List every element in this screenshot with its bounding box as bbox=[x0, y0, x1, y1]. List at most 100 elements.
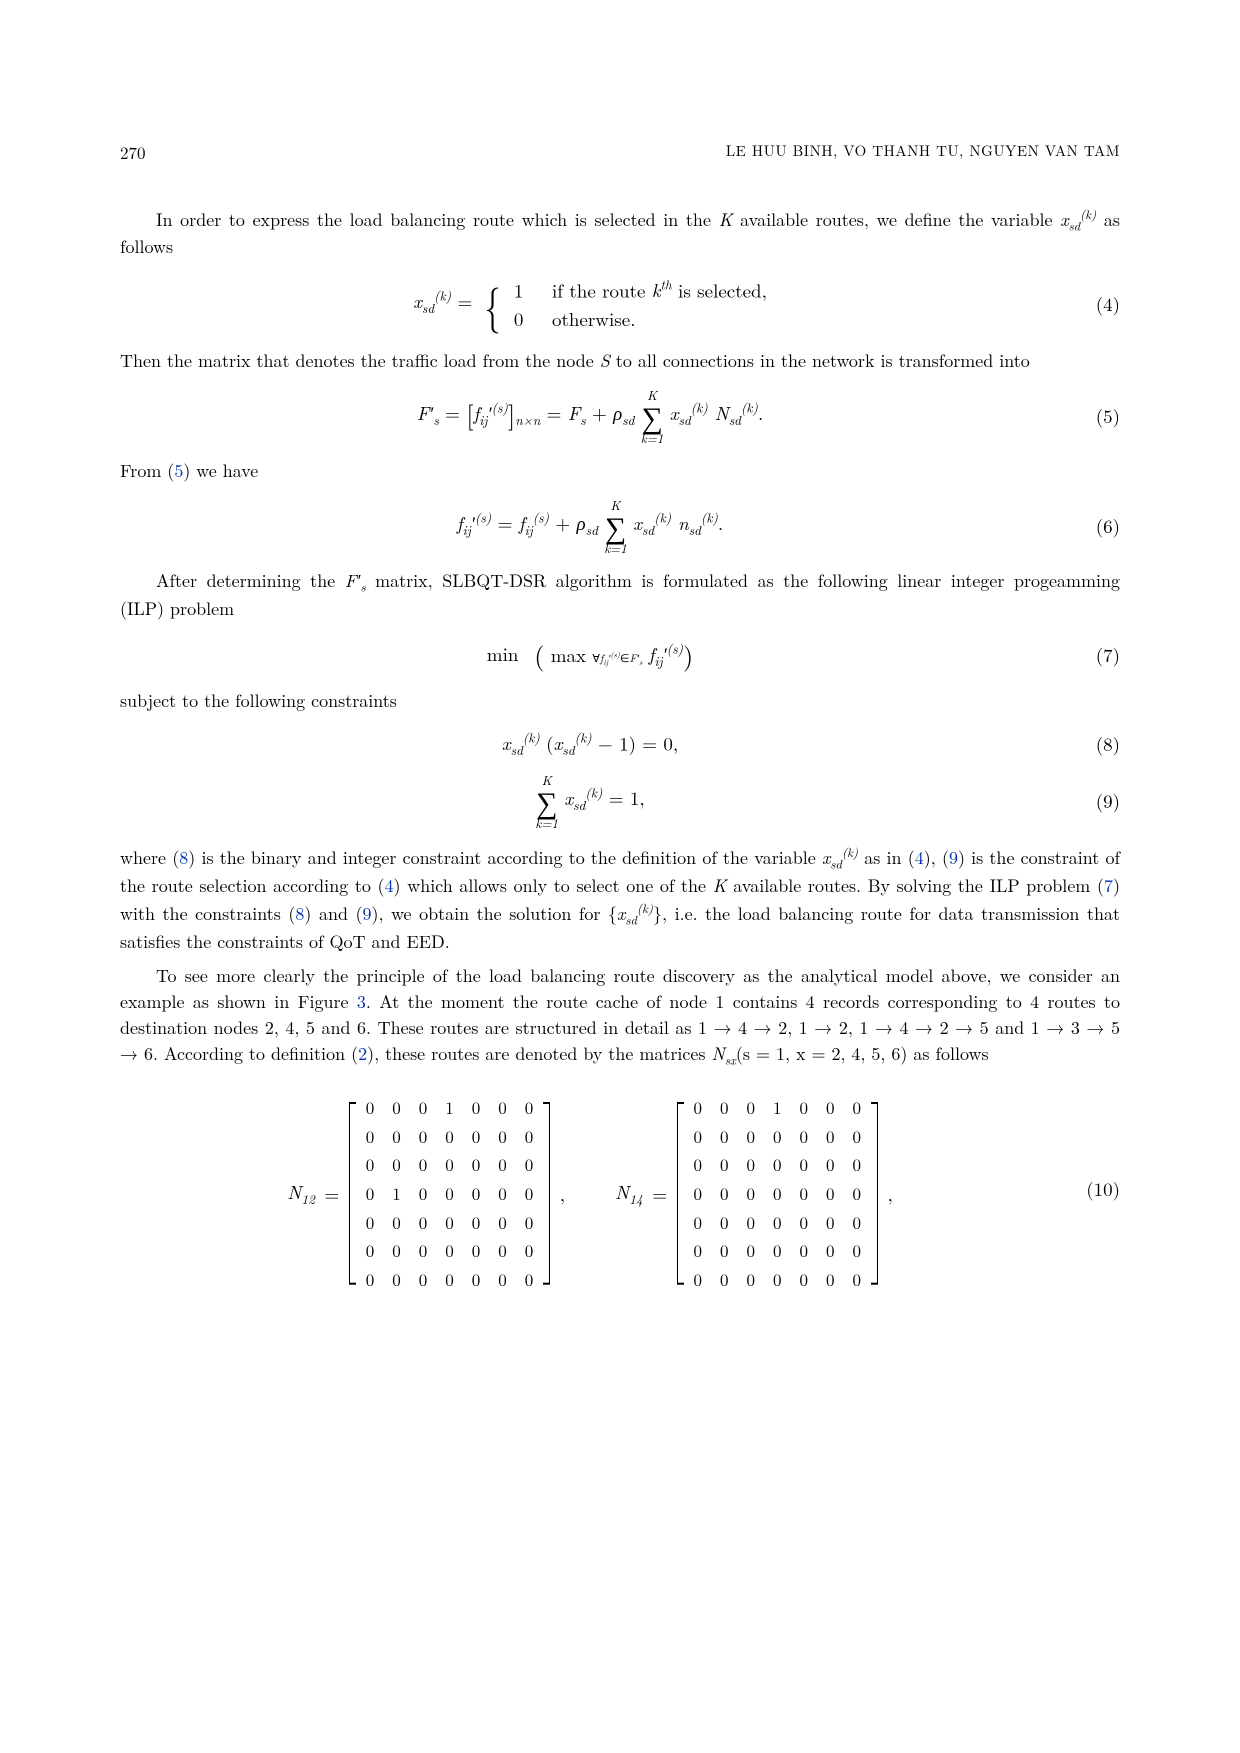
matrix-cell: 0 bbox=[489, 1150, 516, 1179]
matrix-cell: 0 bbox=[357, 1236, 384, 1265]
text: is selected, bbox=[672, 276, 767, 303]
matrix-cell: 0 bbox=[844, 1265, 871, 1294]
mat-label: N bbox=[615, 1178, 629, 1205]
matrix-cell: 1 bbox=[383, 1179, 410, 1208]
matrix-cell: 0 bbox=[738, 1179, 765, 1208]
equation-9-body: K∑k=1 xsd(k) = 1, bbox=[120, 773, 1060, 829]
matrix-cell: 0 bbox=[817, 1265, 844, 1294]
matrix-cell: 0 bbox=[791, 1093, 818, 1122]
matrix-cell: 0 bbox=[817, 1122, 844, 1151]
equation-6-body: fij′(s) = fij(s) + ρsd K∑k=1 xsd(k) nsd(… bbox=[120, 498, 1060, 554]
matrix-cell: 0 bbox=[764, 1265, 791, 1294]
paragraph-6: where (8) is the binary and integer cons… bbox=[120, 843, 1120, 955]
text: ), we obtain the solution for bbox=[372, 901, 608, 926]
matrix-cell: 0 bbox=[410, 1236, 437, 1265]
authors-header: LE HUU BINH, VO THANH TU, NGUYEN VAN TAM bbox=[726, 140, 1120, 165]
matrix-cell: 0 bbox=[685, 1093, 712, 1122]
matrix-cell: 0 bbox=[436, 1208, 463, 1237]
text: as follows bbox=[907, 1041, 988, 1066]
equation-number-5: (5) bbox=[1060, 402, 1120, 430]
matrix-cell: 0 bbox=[410, 1208, 437, 1237]
matrix-cell: 0 bbox=[436, 1122, 463, 1151]
text: otherwise. bbox=[552, 305, 636, 332]
equation-9: K∑k=1 xsd(k) = 1, (9) bbox=[120, 773, 1120, 829]
matrix-cell: 1 bbox=[436, 1093, 463, 1122]
matrix-cell: 0 bbox=[791, 1236, 818, 1265]
paragraph-1: In order to express the load balancing r… bbox=[120, 205, 1120, 261]
matrix-cell: 0 bbox=[516, 1265, 543, 1294]
equation-8: xsd(k) (xsd(k) − 1) = 0, (8) bbox=[120, 728, 1120, 759]
matrix-cell: 0 bbox=[436, 1179, 463, 1208]
matrix-cell: 0 bbox=[738, 1150, 765, 1179]
ref-2[interactable]: 2 bbox=[358, 1041, 367, 1066]
matrix-cell: 0 bbox=[711, 1265, 738, 1294]
matrix-cell: 0 bbox=[516, 1122, 543, 1151]
matrix-cell: 0 bbox=[357, 1265, 384, 1294]
equation-number-8: (8) bbox=[1060, 730, 1120, 758]
matrix-cell: 0 bbox=[489, 1208, 516, 1237]
text: ), ( bbox=[924, 845, 949, 870]
matrix-cell: 0 bbox=[357, 1208, 384, 1237]
matrix-cell: 0 bbox=[817, 1179, 844, 1208]
equation-number-6: (6) bbox=[1060, 512, 1120, 540]
matrix-cell: 0 bbox=[357, 1150, 384, 1179]
page-number: 270 bbox=[120, 140, 146, 165]
text: if the route bbox=[552, 276, 652, 303]
page: 270 LE HUU BINH, VO THANH TU, NGUYEN VAN… bbox=[0, 0, 1240, 1753]
ref-8[interactable]: 8 bbox=[179, 845, 188, 870]
matrix-cell: 0 bbox=[410, 1122, 437, 1151]
matrix-cell: 0 bbox=[844, 1236, 871, 1265]
equation-7: min ( max ∀fij′(s)∈F′s fij′(s)) (7) bbox=[120, 636, 1120, 674]
matrix-cell: 0 bbox=[764, 1208, 791, 1237]
ref-5[interactable]: 5 bbox=[174, 458, 183, 483]
ref-7[interactable]: 7 bbox=[1104, 873, 1113, 898]
matrix-cell: 0 bbox=[711, 1179, 738, 1208]
mat-sub: 12 bbox=[301, 1189, 315, 1208]
equation-10: N12 = 0001000000000000000000100000000000… bbox=[120, 1083, 1120, 1293]
matrix-cell: 0 bbox=[685, 1236, 712, 1265]
ref-9b[interactable]: 9 bbox=[363, 901, 372, 926]
equation-5: F′s = [fij′(s)]n×n = Fs + ρsd K∑k=1 xsd(… bbox=[120, 388, 1120, 444]
matrix-cell: 0 bbox=[738, 1208, 765, 1237]
text: available routes, we define the variable bbox=[732, 207, 1060, 232]
matrix-cell: 0 bbox=[410, 1179, 437, 1208]
equation-4: xsd(k) = { 1 if the route kth is selecte… bbox=[120, 275, 1120, 334]
text: ), these routes are denoted by the matri… bbox=[367, 1041, 711, 1066]
text: After determining the bbox=[156, 568, 345, 593]
matrix-cell: 0 bbox=[764, 1122, 791, 1151]
ref-9[interactable]: 9 bbox=[949, 845, 958, 870]
text: From ( bbox=[120, 458, 174, 483]
matrix-cell: 0 bbox=[410, 1093, 437, 1122]
matrix-cell: 0 bbox=[463, 1208, 490, 1237]
matrix-N14: N14 = 0001000000000000000000000000000000… bbox=[615, 1093, 893, 1293]
ref-4a[interactable]: 4 bbox=[915, 845, 924, 870]
var-S: S bbox=[600, 348, 610, 373]
matrix-cell: 0 bbox=[791, 1150, 818, 1179]
matrix-cell: 0 bbox=[738, 1093, 765, 1122]
matrix-cell: 0 bbox=[410, 1265, 437, 1294]
paragraph-4: After determining the F′s matrix, SLBQT-… bbox=[120, 568, 1120, 622]
matrix-cell: 0 bbox=[738, 1236, 765, 1265]
matrix-cell: 0 bbox=[711, 1150, 738, 1179]
var-K2: K bbox=[713, 873, 727, 898]
matrix-cell: 0 bbox=[817, 1150, 844, 1179]
matrix-cell: 0 bbox=[463, 1265, 490, 1294]
matrix-cell: 0 bbox=[791, 1179, 818, 1208]
matrix-cell: 0 bbox=[738, 1265, 765, 1294]
var-xsd: xsd(k) bbox=[1060, 207, 1096, 232]
var-Nsx: Nsx bbox=[711, 1041, 735, 1066]
matrix-cell: 0 bbox=[436, 1236, 463, 1265]
ref-fig3[interactable]: 3 bbox=[357, 989, 366, 1014]
matrix-cell: 0 bbox=[791, 1208, 818, 1237]
var-xsd2: xsd(k) bbox=[822, 845, 858, 870]
var-Fs: F′s bbox=[345, 568, 366, 593]
matrix-cell: 0 bbox=[685, 1179, 712, 1208]
matrix-cell: 0 bbox=[844, 1179, 871, 1208]
matrix-cell: 0 bbox=[711, 1093, 738, 1122]
matrix-N12: N12 = 0001000000000000000000100000000000… bbox=[287, 1093, 565, 1293]
matrix-cell: 0 bbox=[516, 1093, 543, 1122]
text: In order to express the load balancing r… bbox=[156, 207, 719, 232]
ref-4b[interactable]: 4 bbox=[385, 873, 394, 898]
var-K: K bbox=[719, 207, 733, 232]
matrix-cell: 0 bbox=[711, 1122, 738, 1151]
